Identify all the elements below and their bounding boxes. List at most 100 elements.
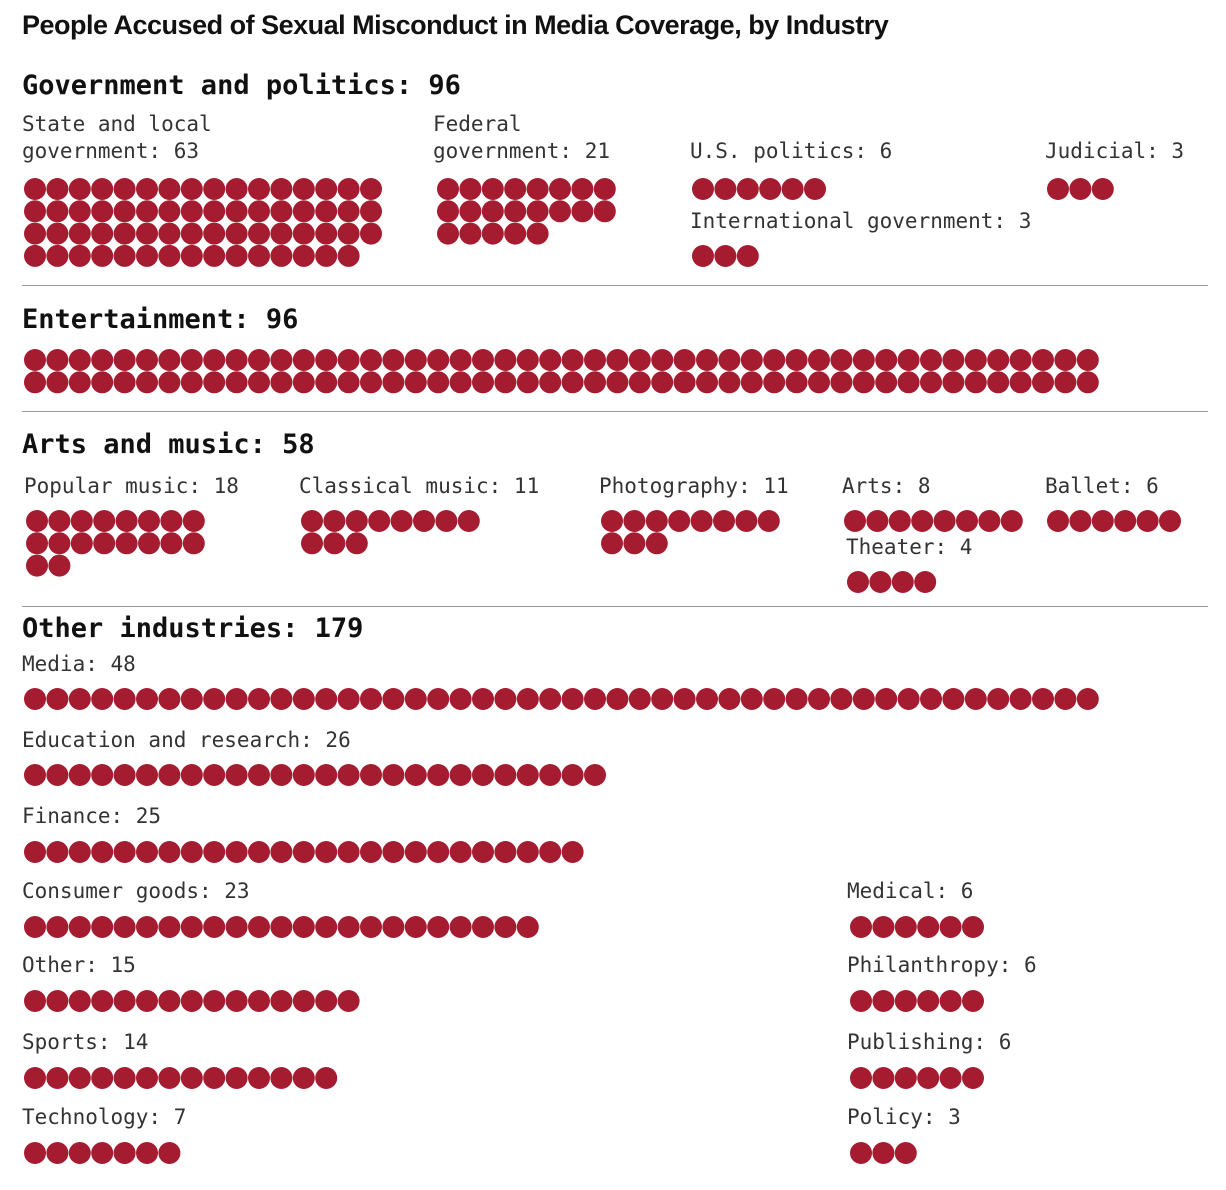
dot-entertainment (46, 349, 69, 371)
dot-entertainment (158, 349, 181, 371)
dot-state-and-local-government (292, 178, 315, 200)
dot-education-and-research (46, 764, 69, 786)
dot-federal-government (549, 178, 571, 200)
dot-entertainment (494, 349, 517, 371)
dot-consumer-goods (494, 916, 517, 938)
dot-arts (844, 510, 866, 532)
dot-arts (956, 510, 978, 532)
dot-state-and-local-government (136, 178, 158, 200)
dot-other (180, 990, 203, 1012)
dot-entertainment (920, 349, 942, 371)
dot-finance (46, 841, 69, 863)
dot-state-and-local-government (270, 178, 293, 200)
dot-media (830, 688, 853, 710)
dot-philanthropy (850, 990, 872, 1012)
dot-state-and-local-government (292, 244, 315, 267)
dot-federal-government (526, 200, 549, 223)
dot-finance (382, 841, 405, 863)
dot-state-and-local-government (91, 244, 114, 267)
dot-federal-government (437, 178, 459, 200)
label-classical-music: Classical music: 11 (299, 474, 540, 498)
dot-education-and-research (472, 764, 494, 786)
dot-philanthropy (917, 990, 940, 1012)
dot-entertainment (1032, 349, 1054, 371)
dot-entertainment (1009, 349, 1032, 371)
dot-consumer-goods (360, 916, 382, 938)
dot-federal-government (459, 178, 482, 200)
label-judicial: Judicial: 3 (1045, 139, 1185, 163)
dot-ballet (1047, 510, 1069, 532)
dot-state-and-local-government (24, 222, 46, 245)
dot-sports (68, 1067, 91, 1089)
dot-media (113, 688, 136, 710)
dot-media (203, 688, 226, 710)
dot-consumer-goods (404, 916, 427, 938)
section-heading-government: Government and politics: 96 (22, 70, 461, 101)
dot-education-and-research (315, 764, 338, 786)
dot-consumer-goods (270, 916, 293, 938)
dot-entertainment (1054, 371, 1077, 394)
label-theater: Theater: 4 (846, 535, 973, 559)
dot-photography (668, 510, 691, 532)
dot-entertainment (964, 371, 987, 394)
dot-entertainment (584, 349, 606, 371)
dot-entertainment (651, 371, 674, 394)
dot-popular-music (93, 532, 116, 555)
dot-popular-music (48, 554, 71, 577)
dot-entertainment (740, 349, 763, 371)
dot-state-and-local-government (180, 244, 203, 267)
label-medical: Medical: 6 (847, 879, 974, 903)
dot-entertainment (270, 371, 293, 394)
dot-finance (225, 841, 248, 863)
dot-entertainment (897, 349, 920, 371)
dot-sports (270, 1067, 293, 1089)
dot-finance (270, 841, 293, 863)
dot-state-and-local-government (315, 244, 338, 267)
dot-entertainment (539, 349, 562, 371)
dot-state-and-local-government (68, 200, 91, 223)
dot-consumer-goods (203, 916, 226, 938)
dot-entertainment (875, 349, 898, 371)
dot-state-and-local-government (360, 178, 382, 200)
dot-photography (645, 510, 668, 532)
dot-state-and-local-government (46, 178, 69, 200)
dot-media (875, 688, 898, 710)
dot-entertainment (830, 349, 853, 371)
dot-classical-music (435, 510, 458, 532)
dot-arts (933, 510, 956, 532)
dot-state-and-local-government (203, 200, 226, 223)
dot-federal-government (593, 200, 616, 223)
dot-federal-government (526, 178, 549, 200)
label-federal-government: Federal government: 21 (433, 112, 611, 163)
dot-sports (180, 1067, 203, 1089)
dot-popular-music (160, 510, 183, 532)
dot-media (651, 688, 674, 710)
label-arts: Arts: 8 (842, 474, 931, 498)
dot-state-and-local-government (46, 222, 69, 245)
dot-entertainment (113, 371, 136, 394)
dot-photography (690, 510, 713, 532)
dot-entertainment (68, 349, 91, 371)
section-divider (22, 606, 1208, 607)
dot-publishing (939, 1067, 962, 1089)
dot-entertainment (852, 371, 875, 394)
dot-popular-music (93, 510, 116, 532)
dot-state-and-local-government (46, 200, 69, 223)
dot-judicial (1069, 178, 1092, 200)
label-technology: Technology: 7 (22, 1105, 187, 1129)
dot-state-and-local-government (68, 222, 91, 245)
dot-technology (24, 1142, 46, 1164)
dot-arts (1000, 510, 1023, 532)
dot-state-and-local-government (292, 222, 315, 245)
dot-publishing (872, 1067, 895, 1089)
dot-sports (158, 1067, 181, 1089)
dot-state-and-local-government (360, 200, 382, 223)
dot-finance (24, 841, 46, 863)
dot-theater (869, 571, 892, 593)
dot-state-and-local-government (203, 178, 226, 200)
dot-arts (978, 510, 1001, 532)
dot-judicial (1091, 178, 1114, 200)
dot-state-and-local-government (91, 178, 114, 200)
dot-popular-music (182, 532, 205, 555)
dot-photography (713, 510, 735, 532)
